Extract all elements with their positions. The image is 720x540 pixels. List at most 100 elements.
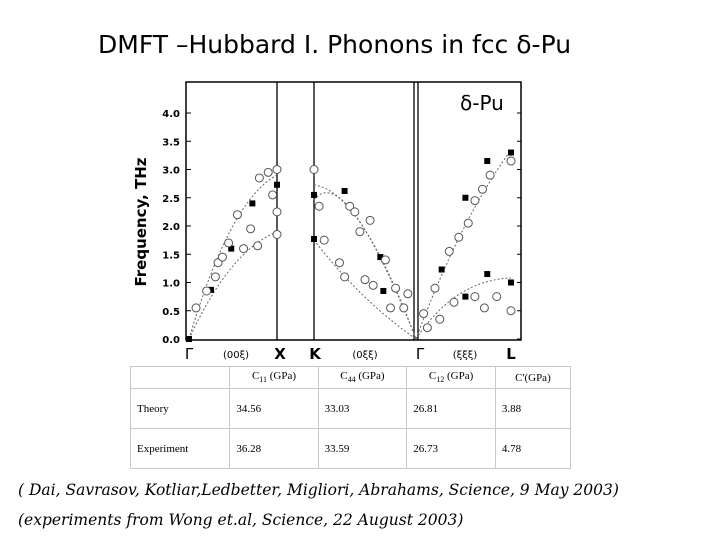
theory-point (508, 149, 514, 156)
experiment-point (217, 252, 227, 262)
table-cell: 33.03 (317, 388, 408, 429)
header-empty-cell (129, 366, 231, 389)
theory-point (508, 279, 514, 286)
direction-label: (0ξξ) (352, 350, 377, 361)
y-tick-label: 1.5 (162, 250, 180, 261)
symmetry-point-label: X (274, 345, 286, 363)
experiment-point (506, 156, 516, 166)
table-cell: 26.73 (406, 428, 496, 469)
experiment-point (492, 292, 502, 302)
y-tick-label: 2.5 (162, 194, 180, 205)
symmetry-point-label: K (309, 345, 322, 363)
symmetry-point-label: Γ (185, 345, 194, 363)
direction-label: (00ξ) (223, 350, 249, 361)
plot-frame (185, 81, 522, 341)
experiment-point (191, 303, 201, 313)
experiment-point (419, 309, 429, 319)
experiment-point (272, 229, 282, 239)
header-c12: C12 (GPa) (406, 366, 496, 389)
slide-title: DMFT –Hubbard I. Phonons in fcc δ-Pu (98, 30, 572, 59)
theory-point (186, 336, 192, 342)
experiment-point (224, 238, 234, 248)
experiment-point (253, 241, 263, 251)
theory-point (377, 254, 384, 261)
dispersion-curve (415, 149, 512, 340)
theory-point (438, 266, 445, 273)
theory-point (208, 286, 214, 293)
experiment-point (478, 184, 487, 194)
table-cell: 4.78 (494, 428, 572, 469)
theory-point (462, 194, 469, 201)
experiment-point (470, 292, 480, 302)
experiment-point (254, 173, 264, 183)
theory-point (462, 293, 469, 300)
table-cell: 33.59 (317, 428, 408, 469)
theory-point (311, 191, 317, 198)
direction-label: (ξξξ) (453, 350, 478, 361)
table-header-row: C11 (GPa) C44 (GPa) C12 (GPa) C'(GPa) (129, 366, 572, 389)
elastic-constants-table: C11 (GPa) C44 (GPa) C12 (GPa) C'(GPa) Th… (129, 366, 572, 469)
experiment-point (444, 246, 454, 256)
row-label: Experiment (129, 428, 231, 469)
table-cell: 34.56 (229, 388, 319, 429)
theory-point (311, 235, 317, 242)
symmetry-point-label: L (506, 345, 516, 363)
experiment-point (268, 190, 278, 200)
table-cell: 3.88 (494, 388, 572, 429)
experiment-point (430, 283, 440, 293)
theory-point (274, 181, 280, 188)
dispersion-curve (313, 184, 417, 340)
experiment-point (340, 272, 350, 282)
experiment-point (239, 244, 249, 254)
header-c11-unit: (GPa) (269, 370, 297, 383)
experiment-point (449, 297, 459, 307)
experiment-point (506, 306, 516, 316)
dispersion-curve (313, 239, 417, 340)
y-tick-label: 0.5 (162, 307, 180, 318)
y-tick-label: 2.0 (162, 222, 180, 233)
y-tick-label: 3.0 (162, 166, 180, 177)
theory-point (341, 187, 348, 194)
header-c12-unit: (GPa) (446, 370, 474, 383)
experiment-point (479, 303, 489, 313)
header-c44-unit: (GPa) (358, 370, 385, 383)
y-tick-label: 3.5 (162, 137, 180, 148)
experiment-point (355, 227, 365, 237)
experiment-point (319, 235, 329, 245)
header-c44: C44 (GPa) (317, 366, 408, 389)
experiment-point (360, 275, 370, 285)
experiment-point (272, 165, 282, 174)
experiment-point (470, 196, 480, 206)
theory-point (484, 158, 491, 165)
experiment-point (345, 201, 355, 211)
table-cell: 26.81 (406, 388, 496, 429)
citation-experiment: (experiments from Wong et.al, Science, 2… (18, 511, 464, 529)
experiment-point (365, 215, 375, 225)
experiment-point (368, 280, 378, 290)
theory-point (380, 287, 387, 294)
dispersion-curve (188, 231, 278, 340)
row-label: Theory (129, 388, 231, 429)
experiment-point (485, 170, 495, 180)
y-tick-label: 0.0 (162, 335, 180, 346)
experiment-point (422, 323, 432, 333)
table-cell: 36.28 (229, 428, 319, 469)
header-c11: C11 (GPa) (229, 366, 319, 389)
theory-point (249, 200, 256, 207)
experiment-point (380, 255, 390, 265)
experiment-point (463, 218, 473, 228)
y-tick-label: 4.0 (162, 109, 180, 120)
experiment-point (246, 224, 256, 234)
experiment-point (454, 232, 464, 242)
experiment-point (232, 210, 242, 220)
dispersion-curve (415, 277, 512, 340)
table-row: Theory 34.56 33.03 26.81 3.88 (129, 388, 572, 429)
experiment-point (314, 201, 324, 211)
experiment-point (391, 283, 401, 293)
theory-point (228, 245, 235, 252)
experiment-point (272, 207, 282, 217)
experiment-point (350, 207, 360, 217)
chart-title: δ-Pu (460, 91, 504, 115)
theory-point (484, 271, 491, 278)
